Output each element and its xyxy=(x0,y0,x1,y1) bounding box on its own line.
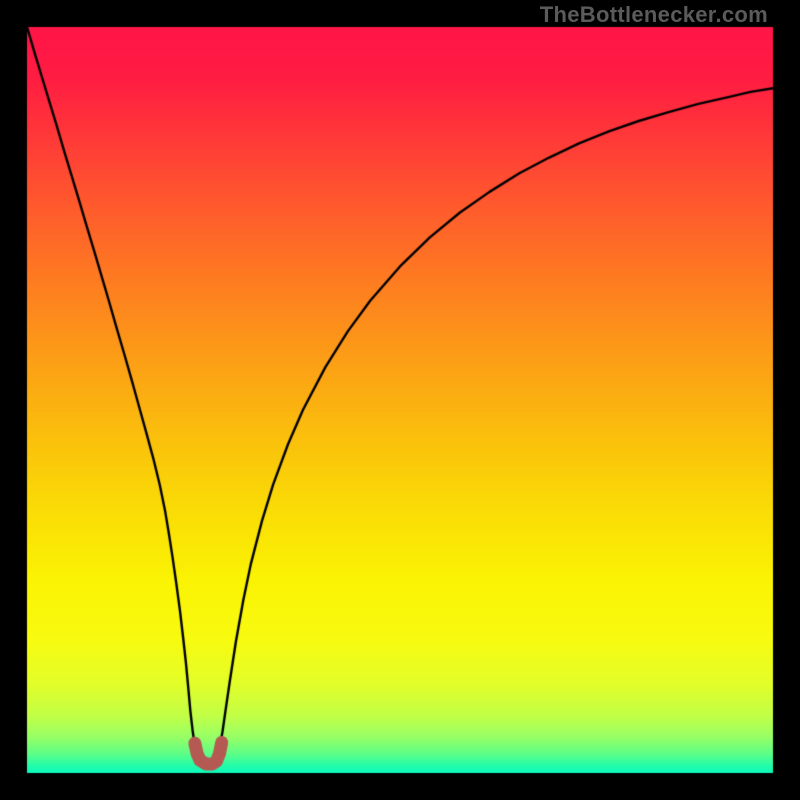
bottleneck-chart xyxy=(0,0,800,800)
chart-stage: TheBottlenecker.com xyxy=(0,0,800,800)
watermark-text: TheBottlenecker.com xyxy=(540,2,768,28)
